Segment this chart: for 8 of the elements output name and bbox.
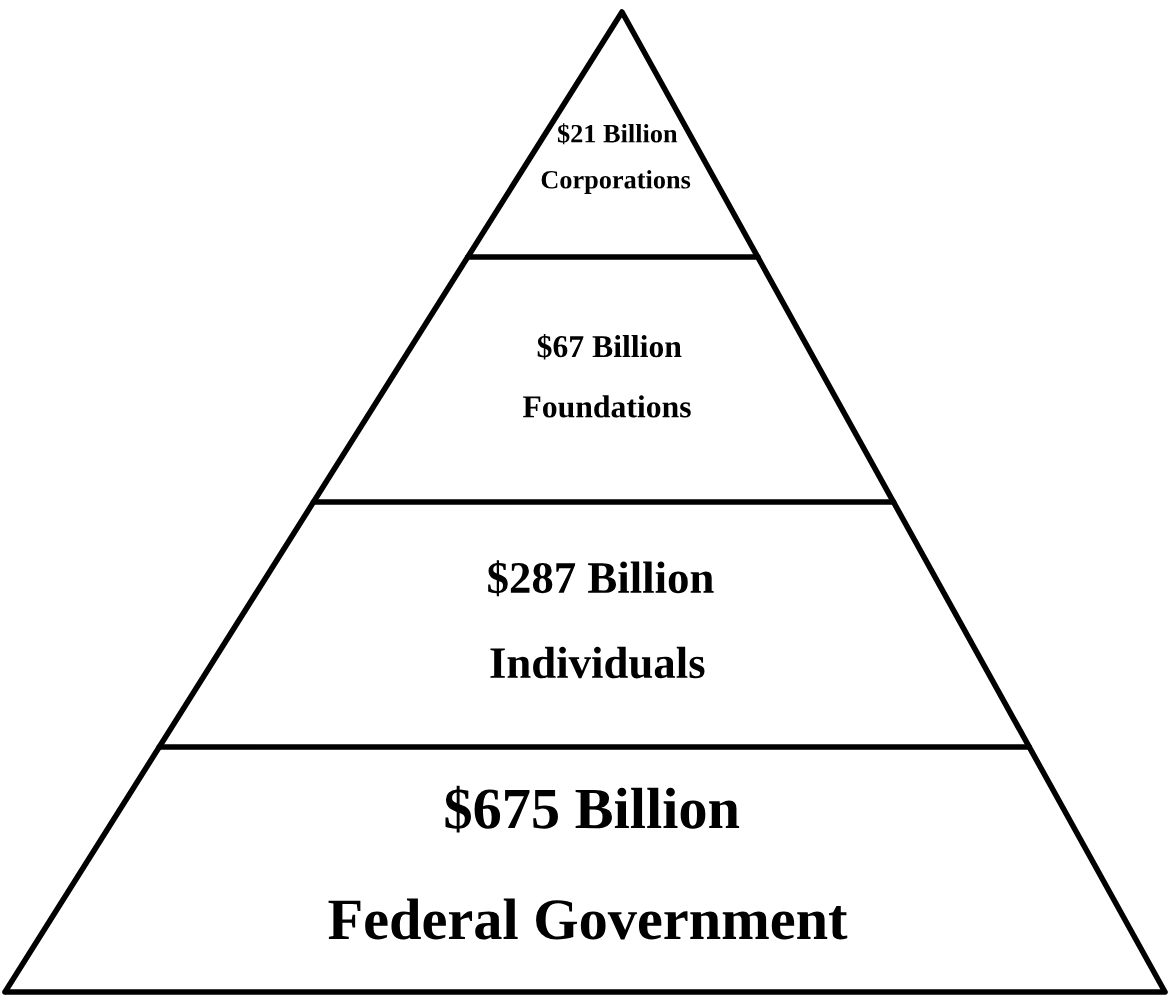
data-label: $675 Billion — [445, 785, 740, 833]
category-label: Federal Government — [328, 898, 848, 940]
data-label: $67 Billion — [537, 334, 682, 360]
category-label: Individuals — [490, 646, 705, 679]
category-label: Corporations — [541, 170, 691, 194]
data-label: $21 Billion — [557, 123, 678, 145]
category-label: Foundations — [522, 395, 691, 418]
data-label: $287 Billion — [488, 560, 714, 597]
